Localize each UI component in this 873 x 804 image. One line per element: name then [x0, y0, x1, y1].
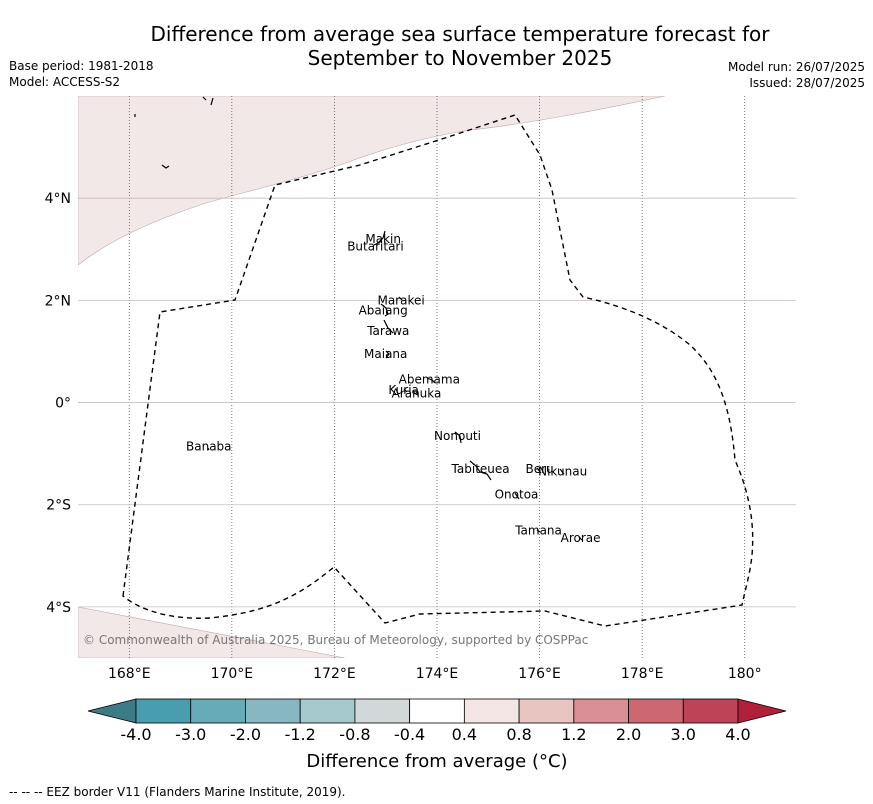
island-shape — [454, 431, 462, 444]
lat-tick-label: 0° — [55, 396, 71, 412]
islands — [134, 96, 583, 541]
island-label: Kuria — [388, 383, 419, 397]
colorbar-over-arrow — [737, 698, 787, 724]
island-shape — [380, 303, 389, 317]
colorbar-tick-label: 2.0 — [616, 725, 641, 744]
island-shape — [559, 468, 565, 475]
colorbar-tick-label: -0.8 — [339, 725, 370, 744]
island-label: Aranuka — [392, 386, 442, 400]
lon-tick-label: 174°E — [416, 666, 459, 682]
colorbar-segment — [518, 698, 575, 724]
colorbar-segment — [628, 698, 684, 724]
island-label: Makin — [365, 232, 401, 246]
lon-tick-label: 178°E — [621, 666, 664, 682]
island-shape — [398, 296, 403, 301]
island-shape — [578, 536, 583, 541]
island-shape — [383, 319, 394, 334]
island-label: Arorae — [561, 531, 601, 545]
eez-footnote: -- -- -- EEZ border V11 (Flanders Marine… — [9, 785, 346, 799]
issued-date: Issued: 28/07/2025 — [749, 76, 865, 90]
island-label: Abaiang — [359, 304, 408, 318]
lat-tick-label: 4°S — [46, 600, 71, 616]
lon-tick-label: 180° — [728, 666, 762, 682]
island-label: Beru — [525, 462, 553, 476]
island-shape — [373, 230, 386, 246]
island-shape — [413, 392, 419, 396]
island-label: Tamana — [514, 523, 562, 537]
colorbar-tick-label: 3.0 — [671, 725, 696, 744]
eez-border — [122, 114, 754, 627]
colorbar: -4.0 -3.0 -2.0 -1.2 -0.8 -0.4 0.4 0.8 1.2 2.0 3.0 4… — [87, 698, 787, 744]
colorbar-tick-label: -2.0 — [230, 725, 261, 744]
graticule — [78, 96, 796, 658]
island-label: Nonouti — [434, 429, 481, 443]
colorbar-tick-label: -0.4 — [394, 725, 425, 744]
anomaly-region-south — [78, 606, 346, 658]
island-shape — [469, 460, 492, 481]
anomaly-regions — [78, 96, 666, 658]
island-label: Tarawa — [366, 324, 409, 338]
island-shape — [536, 467, 542, 474]
lon-tick-label: 176°E — [518, 666, 561, 682]
map-title: Difference from average sea surface temp… — [100, 22, 820, 70]
colorbar-segment — [299, 698, 356, 724]
lon-tick-label: 170°E — [211, 666, 254, 682]
colorbar-under-arrow — [87, 698, 137, 724]
island-shape — [536, 529, 541, 533]
colorbar-segment — [354, 698, 411, 724]
colorbar-segment — [190, 698, 246, 724]
base-period: Base period: 1981-2018 — [9, 59, 154, 73]
colorbar-tick-label: -4.0 — [120, 725, 151, 744]
lat-tick-label: 2°N — [45, 293, 71, 309]
lat-tick-label: 2°S — [46, 498, 71, 514]
island-label: Maiana — [364, 347, 407, 361]
island-shape — [385, 350, 390, 359]
island-label: Nikunau — [538, 465, 587, 479]
island-shape — [134, 96, 214, 169]
model-name: Model: ACCESS-S2 — [9, 75, 121, 89]
colorbar-tick-label: 4.0 — [725, 725, 750, 744]
island-label: Tabiteuea — [451, 462, 510, 476]
copyright-notice: © Commonwealth of Australia 2025, Bureau… — [83, 633, 588, 647]
island-shape — [403, 388, 408, 393]
colorbar-segment — [409, 698, 465, 724]
colorbar-segment — [463, 698, 520, 724]
island-label: Marakei — [377, 293, 424, 307]
colorbar-segment — [135, 698, 192, 724]
lon-tick-label: 168°E — [108, 666, 151, 682]
island-shape — [426, 377, 436, 384]
island-label: Banaba — [186, 439, 232, 453]
lon-tick-label: 172°E — [313, 666, 356, 682]
island-label: Abemama — [399, 373, 460, 387]
meta-left: Base period: 1981-2018 Model: ACCESS-S2 — [9, 58, 154, 90]
axis-ticks: 168°E 170°E 172°E 174°E 176°E 178°E 180° 4°N 2°N… — [45, 191, 762, 682]
colorbar-tick-label: -1.2 — [285, 725, 316, 744]
model-run: Model run: 26/07/2025 — [727, 60, 865, 74]
colorbar-segment — [573, 698, 629, 724]
island-shape — [207, 447, 210, 451]
colorbar-tick-label: 0.4 — [452, 725, 477, 744]
island-label: Onotoa — [495, 488, 539, 502]
island-shape — [514, 492, 520, 500]
island-label: Butaritari — [347, 240, 404, 254]
eez-border-line — [122, 114, 754, 627]
colorbar-tick-label: -3.0 — [175, 725, 206, 744]
colorbar-label: Difference from average (°C) — [306, 751, 568, 772]
title-line-2: September to November 2025 — [307, 46, 613, 70]
anomaly-region-north — [78, 96, 666, 266]
colorbar-tick-label: 1.2 — [561, 725, 586, 744]
colorbar-segment — [682, 698, 739, 724]
lat-tick-label: 4°N — [45, 191, 71, 207]
colorbar-segment — [245, 698, 301, 724]
title-line-1: Difference from average sea surface temp… — [150, 22, 770, 46]
meta-right: Model run: 26/07/2025 Issued: 28/07/2025 — [728, 59, 865, 91]
colorbar-tick-label: 0.8 — [506, 725, 531, 744]
